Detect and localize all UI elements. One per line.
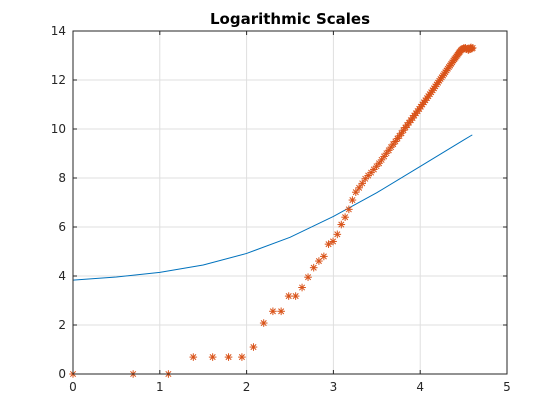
y-tick-label: 12 [51, 73, 66, 87]
y-tick-label: 14 [51, 24, 66, 38]
x-tick-label: 4 [416, 380, 424, 394]
data-point-marker [315, 257, 323, 265]
data-point-marker [277, 307, 285, 316]
data-point-marker [249, 343, 258, 351]
data-point-marker [355, 184, 363, 192]
y-tick-label: 0 [58, 367, 66, 381]
data-point-marker [224, 353, 233, 361]
y-tick-label: 8 [58, 171, 66, 185]
data-point-marker [324, 240, 333, 248]
x-tick-label: 2 [243, 380, 251, 394]
x-tick-label: 0 [69, 380, 77, 394]
y-tick-label: 10 [51, 122, 66, 136]
data-point-marker [341, 213, 349, 221]
y-tick-label: 2 [58, 318, 66, 332]
x-tick-label: 5 [503, 380, 511, 394]
data-point-marker [358, 179, 367, 188]
y-tick-label: 4 [58, 269, 66, 283]
data-point-marker [238, 353, 246, 361]
x-tick-label: 1 [156, 380, 164, 394]
data-point-marker [291, 292, 300, 300]
chart-title: Logarithmic Scales [210, 10, 370, 28]
data-point-marker [189, 353, 198, 361]
plot-area [73, 31, 507, 374]
data-point-marker [380, 152, 388, 161]
data-point-marker [309, 263, 318, 272]
data-point-marker [351, 188, 360, 197]
data-point-marker [208, 353, 217, 361]
data-point-marker [337, 220, 346, 229]
y-tick-label: 6 [58, 220, 66, 234]
x-tick-label: 3 [330, 380, 338, 394]
data-point-marker [329, 237, 337, 246]
data-point-marker [259, 319, 268, 327]
data-point-marker [320, 252, 328, 261]
data-point-marker [333, 230, 342, 239]
data-point-marker [298, 283, 306, 292]
data-point-marker [345, 205, 353, 214]
data-point-marker [269, 307, 277, 316]
axes-box [72, 30, 508, 375]
data-point-marker [377, 156, 386, 164]
data-point-marker [284, 292, 293, 300]
data-point-marker [304, 273, 312, 282]
data-point-marker [468, 44, 477, 52]
series-line [72, 134, 473, 281]
axes [72, 30, 508, 375]
data-point-marker [348, 196, 357, 204]
